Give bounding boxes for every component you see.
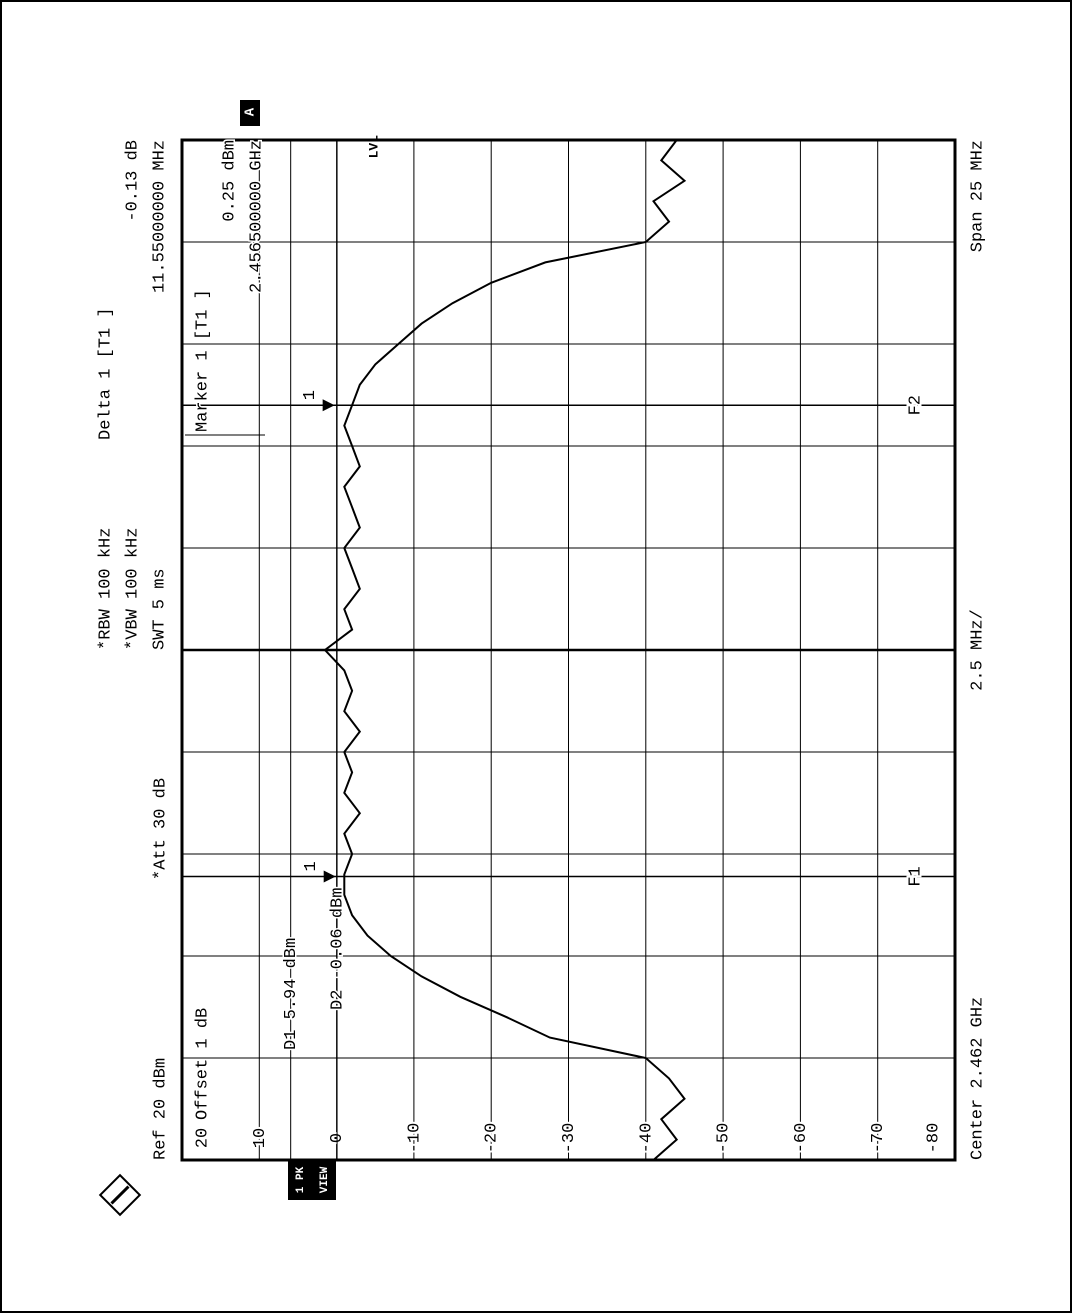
annotation: Ref 20 dBm [151, 1058, 170, 1160]
display-line-label: D2 -0.06 dBm [329, 888, 348, 1010]
y-tick-label: -70 [869, 1123, 888, 1154]
annotation: VIEW [319, 1166, 331, 1193]
annotation: *VBW 100 kHz [123, 528, 142, 650]
y-tick-label: -20 [483, 1123, 502, 1154]
annotation: *Att 30 dB [151, 778, 170, 880]
y-tick-label: 20 [193, 1128, 212, 1148]
marker-label: 1 [301, 390, 320, 400]
annotation: SWT 5 ms [150, 568, 169, 650]
y-tick-label: -10 [405, 1123, 424, 1154]
marker [323, 870, 336, 883]
annotation: A [243, 107, 259, 116]
annotation: 2.5 MHz/ [968, 609, 987, 691]
freq-line-label: F2 [906, 395, 925, 415]
annotation: Center 2.462 GHz [968, 997, 987, 1160]
display-line-label: D1 5.94 dBm [282, 938, 301, 1050]
annotation: LVL [366, 135, 381, 159]
marker [322, 399, 335, 412]
y-tick-label: -60 [792, 1123, 811, 1154]
tag-box [240, 100, 260, 126]
y-tick-label: -40 [637, 1123, 656, 1154]
y-tick-label: 0 [328, 1133, 347, 1143]
tag-box [288, 1160, 336, 1200]
annotation: *RBW 100 kHz [96, 528, 115, 650]
annotation: 0.25 dBm [220, 140, 239, 222]
annotation: 2.456500000 GHz [247, 140, 266, 293]
logo [98, 1173, 142, 1217]
y-tick-label: 10 [251, 1128, 270, 1148]
annotation: Marker 1 [T1 ] [193, 289, 212, 432]
annotation: Delta 1 [T1 ] [96, 307, 115, 440]
y-tick-label: -30 [560, 1123, 579, 1154]
marker-label: 1 [302, 861, 321, 871]
y-tick-label: -50 [715, 1123, 734, 1154]
annotation: Offset 1 dB [193, 1008, 212, 1120]
annotation: -0.13 dB [123, 140, 142, 222]
freq-line-label: F1 [906, 866, 925, 886]
trace [323, 139, 687, 1161]
annotation: 1 PK [295, 1166, 307, 1193]
y-tick-label: -80 [924, 1123, 943, 1154]
annotation: 11.55000000 MHz [150, 140, 169, 293]
annotation: Span 25 MHz [968, 140, 987, 252]
